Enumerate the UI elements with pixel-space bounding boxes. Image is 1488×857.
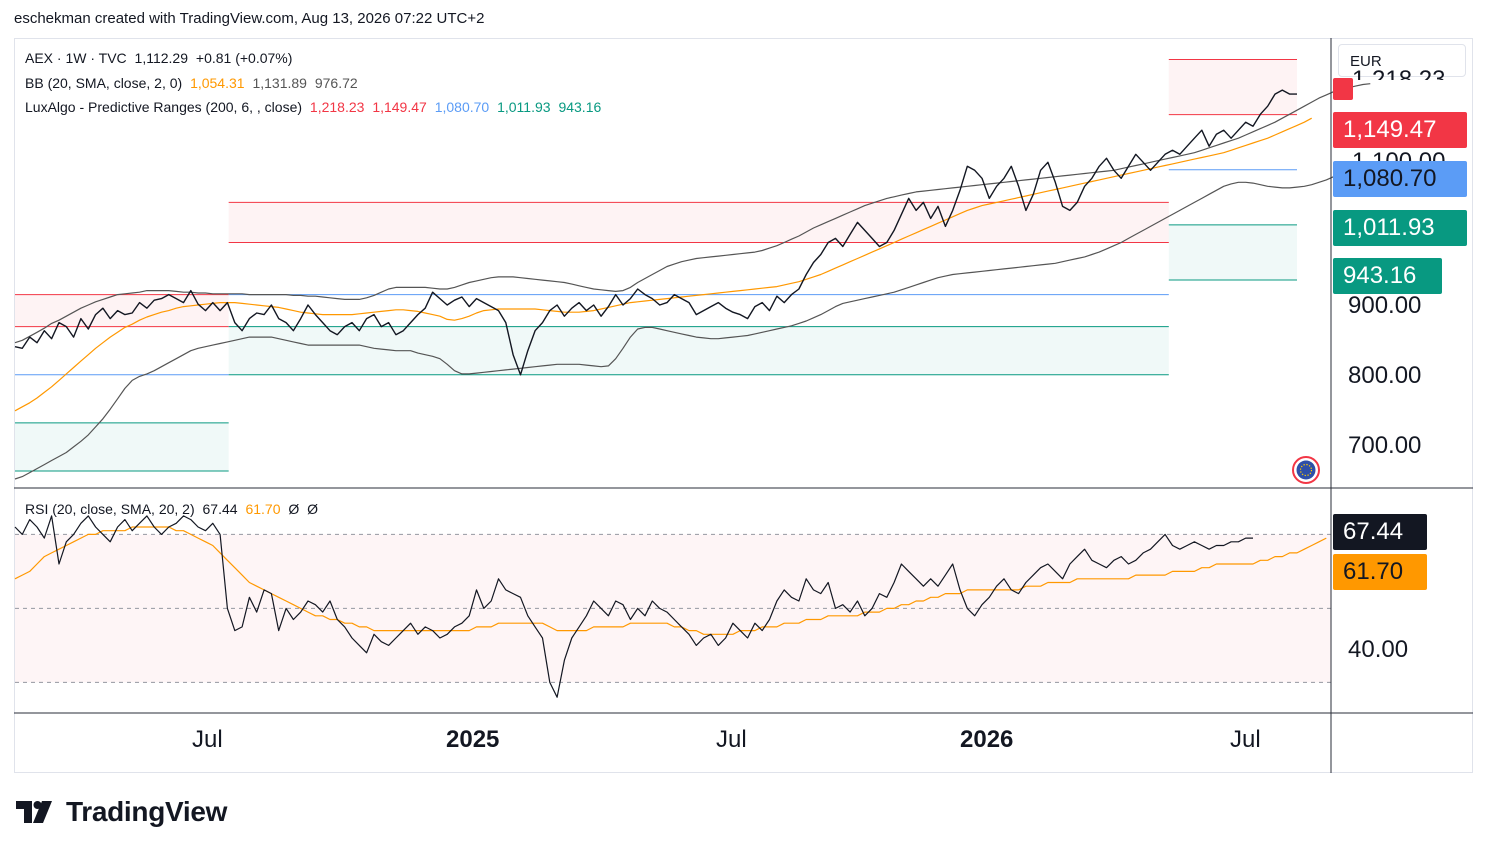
legend-lux-s2: 943.16 <box>558 99 602 115</box>
legend-lux-r1: 1,149.47 <box>372 99 427 115</box>
time-axis-label: 2026 <box>960 726 1014 753</box>
bb-lower-line <box>14 165 1349 480</box>
price-tag-s1: 1,011.93 <box>1333 210 1467 246</box>
tradingview-logo[interactable]: TradingView <box>16 796 227 828</box>
legend-lux-s1: 1,011.93 <box>497 99 551 115</box>
series-lines <box>14 83 1371 698</box>
support-zone <box>228 326 1169 375</box>
legend-bb[interactable]: BB (20, SMA, close, 2, 0) 1,054.31 1,131… <box>25 75 362 91</box>
legend-symbol-name: AEX · 1W · TVC <box>25 50 127 66</box>
resistance-zone <box>15 294 229 327</box>
tradingview-logo-text: TradingView <box>66 796 228 827</box>
bb-basis-line <box>14 117 1312 412</box>
resistance-zone <box>1168 59 1297 115</box>
price-axis-label: 900.00 <box>1348 292 1422 319</box>
legend-lux[interactable]: LuxAlgo - Predictive Ranges (200, 6, , c… <box>25 99 605 115</box>
price-tag-s2: 943.16 <box>1333 258 1442 294</box>
resistance-zone <box>228 202 1169 243</box>
legend-lux-name: LuxAlgo - Predictive Ranges (200, 6, , c… <box>25 99 303 115</box>
rsi-axis-label: 40.00 <box>1348 636 1409 663</box>
time-axis-label: Jul <box>716 726 747 753</box>
legend-symbol-price: 1,112.29 <box>134 50 189 66</box>
legend-rsi-upper: Ø <box>288 501 300 517</box>
chart-frame[interactable] <box>14 38 1473 773</box>
price-axis-label: 800.00 <box>1348 362 1422 389</box>
legend-bb-basis: 1,054.31 <box>190 75 245 91</box>
legend-symbol-change: +0.81 (+0.07%) <box>195 50 293 66</box>
support-zone <box>1168 224 1297 281</box>
legend-rsi-ma: 61.70 <box>245 501 281 517</box>
eu-flag-icon[interactable] <box>1292 456 1320 484</box>
legend-bb-lower: 976.72 <box>314 75 358 91</box>
rsi-tag-value: 67.44 <box>1333 514 1427 550</box>
time-axis-label: Jul <box>1230 726 1261 753</box>
price-axis-label-partial: 1,218.23 <box>1352 66 1446 93</box>
price-axis-label-partial: 1,100.00 <box>1352 148 1445 162</box>
price-axis-label: 700.00 <box>1348 432 1422 459</box>
price-line <box>14 89 1297 376</box>
price-tag-avg: 1,080.70 <box>1333 161 1467 197</box>
predictive-ranges <box>15 58 1297 472</box>
price-tag-r2 <box>1333 78 1353 100</box>
legend-symbol[interactable]: AEX · 1W · TVC 1,112.29 +0.81 (+0.07%) <box>25 50 296 66</box>
legend-rsi-name: RSI (20, close, SMA, 20, 2) <box>25 501 195 517</box>
tradingview-logo-icon <box>16 801 52 823</box>
rsi-ma-line <box>14 526 1327 635</box>
legend-lux-avg: 1,080.70 <box>434 99 490 115</box>
legend-rsi[interactable]: RSI (20, close, SMA, 20, 2) 67.44 61.70 … <box>25 501 322 517</box>
rsi-line <box>14 515 1253 698</box>
rsi-tag-ma: 61.70 <box>1333 554 1427 590</box>
currency-button[interactable]: EUR <box>1338 44 1466 77</box>
support-zone <box>15 422 229 471</box>
legend-bb-upper: 1,131.89 <box>252 75 307 91</box>
rsi-background <box>15 533 1331 683</box>
legend-lux-r2: 1,218.23 <box>309 99 365 115</box>
legend-bb-name: BB (20, SMA, close, 2, 0) <box>25 75 183 91</box>
chart-header: eschekman created with TradingView.com, … <box>14 10 485 27</box>
legend-rsi-lower: Ø <box>307 501 319 517</box>
price-tag-r1: 1,149.47 <box>1333 112 1467 148</box>
legend-rsi-value: 67.44 <box>202 501 238 517</box>
time-axis-label: 2025 <box>446 726 500 753</box>
time-axis-label: Jul <box>192 726 223 753</box>
